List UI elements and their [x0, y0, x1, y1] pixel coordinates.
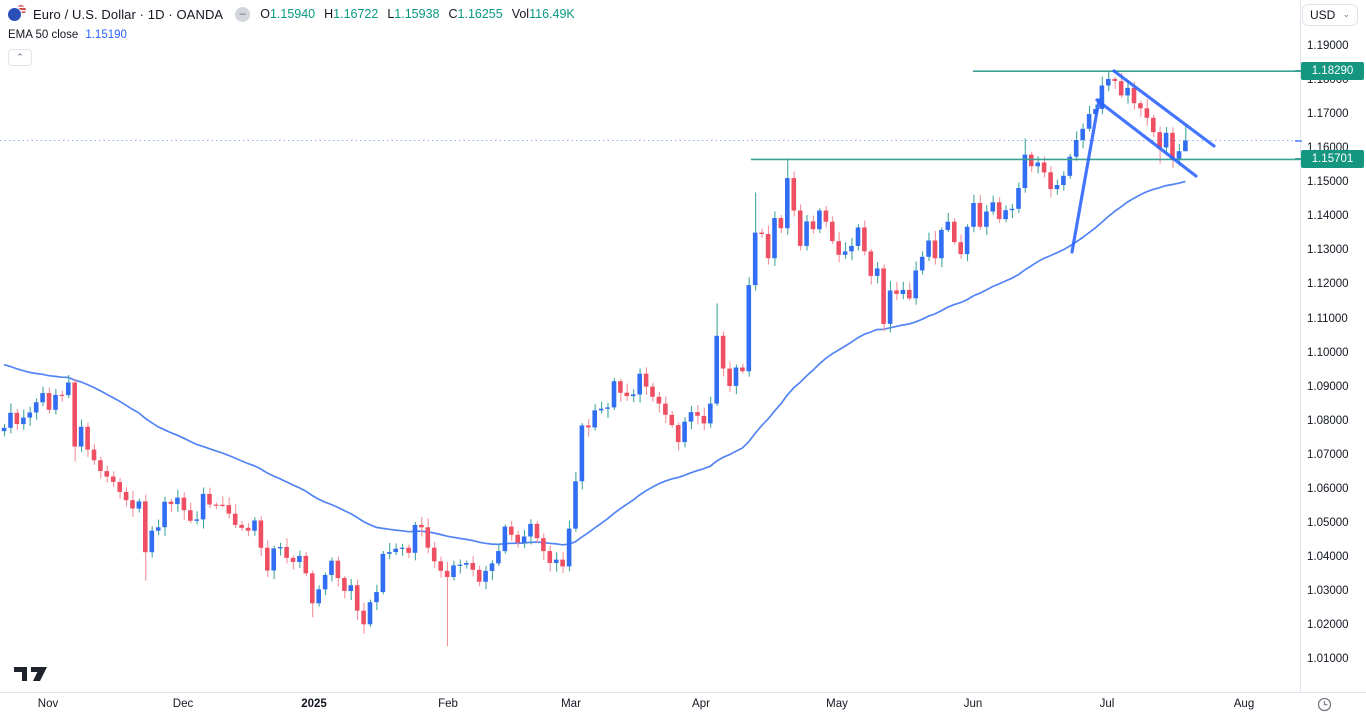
ray-axis-tick — [1295, 158, 1302, 161]
close-value: 1.16255 — [457, 7, 503, 21]
time-axis-label-Jul: Jul — [1099, 698, 1115, 710]
price-axis-label: 1.17000 — [1307, 108, 1349, 121]
timezone-clock-icon[interactable] — [1316, 696, 1333, 713]
time-axis-label-May: May — [826, 698, 848, 710]
trend-line-flag-pole[interactable] — [1070, 98, 1101, 254]
currency-selector[interactable]: USD ⌄ — [1302, 4, 1358, 26]
price-axis-label: 1.06000 — [1307, 482, 1349, 495]
price-axis-label: 1.13000 — [1307, 244, 1349, 257]
time-axis[interactable]: Nov Dec 2025 Feb Mar Apr May Jun Jul Aug — [0, 693, 1366, 720]
price-axis-label: 1.01000 — [1307, 653, 1349, 666]
low-value: 1.15938 — [394, 7, 440, 21]
price-axis-label: 1.14000 — [1307, 210, 1349, 223]
price-axis-label: 1.02000 — [1307, 619, 1349, 632]
price-axis[interactable]: 1.19000 1.18000 1.17000 1.16000 1.15000 1.140… — [1295, 0, 1366, 692]
ema-50-line[interactable] — [3, 180, 1186, 546]
volume-label: Vol — [511, 7, 530, 21]
high-label: H — [324, 7, 334, 21]
chevron-down-icon: ⌄ — [1342, 8, 1350, 19]
time-axis-label-Nov: Nov — [37, 698, 59, 710]
price-axis-label: 1.08000 — [1307, 414, 1349, 427]
open-value: 1.15940 — [269, 7, 316, 21]
price-axis-separator — [1300, 0, 1301, 692]
open-label: O — [260, 7, 270, 21]
price-axis-label: 1.03000 — [1307, 585, 1349, 597]
trend-line-flag-lower[interactable] — [1095, 98, 1198, 178]
price-axis-label: 1.10000 — [1307, 346, 1349, 359]
price-axis-label: 1.09000 — [1307, 380, 1349, 393]
price-line-axis-tick — [1295, 139, 1302, 142]
candlestick-series — [1, 71, 1188, 647]
indicator-label: EMA 50 close — [8, 29, 79, 41]
tradingview-logo[interactable] — [14, 666, 50, 684]
price-axis-label: 1.04000 — [1307, 550, 1349, 563]
price-badge-1.15701: 1.15701 — [1301, 150, 1364, 169]
price-axis-label: 1.12000 — [1307, 278, 1349, 291]
currency-selector-value: USD — [1310, 8, 1336, 22]
time-axis-label-2025: 2025 — [301, 698, 327, 710]
price-axis-label: 1.05000 — [1307, 516, 1349, 529]
time-axis-label-Feb: Feb — [438, 698, 458, 710]
chart-legend: Euro / U.S. Dollar · 1D · OANDA – O1.159… — [8, 4, 575, 66]
price-axis-label: 1.07000 — [1307, 448, 1349, 461]
legend-collapse-button[interactable]: ⌃ — [8, 49, 32, 66]
ray-axis-tick — [1295, 70, 1302, 73]
low-label: L — [387, 7, 395, 21]
ohlc-values: O1.15940 H1.16722 L1.15938 C1.16255 Vol1… — [260, 7, 575, 21]
price-axis-label: 1.19000 — [1307, 40, 1349, 52]
indicator-value: 1.15190 — [85, 29, 127, 41]
price-badge-1.18290: 1.18290 — [1301, 62, 1364, 81]
indicator-row[interactable]: EMA 50 close 1.15190 — [8, 27, 575, 43]
symbol-title[interactable]: Euro / U.S. Dollar · 1D · OANDA — [33, 6, 224, 22]
price-axis-label: 1.11000 — [1307, 312, 1348, 325]
volume-value: 116.49K — [529, 7, 575, 21]
symbol-hide-button[interactable]: – — [235, 6, 251, 22]
time-axis-label-Jun: Jun — [963, 698, 983, 710]
high-value: 1.16722 — [333, 7, 379, 21]
price-axis-label: 1.15000 — [1307, 176, 1349, 189]
time-axis-separator — [0, 692, 1366, 693]
time-axis-label-Mar: Mar — [561, 698, 581, 710]
trend-line-flag-upper[interactable] — [1112, 69, 1216, 148]
time-axis-label-Apr: Apr — [692, 698, 710, 710]
close-label: C — [448, 7, 458, 21]
time-axis-label-Aug: Aug — [1233, 698, 1255, 710]
symbol-pair-icon — [8, 5, 26, 23]
time-axis-label-Dec: Dec — [172, 698, 194, 710]
